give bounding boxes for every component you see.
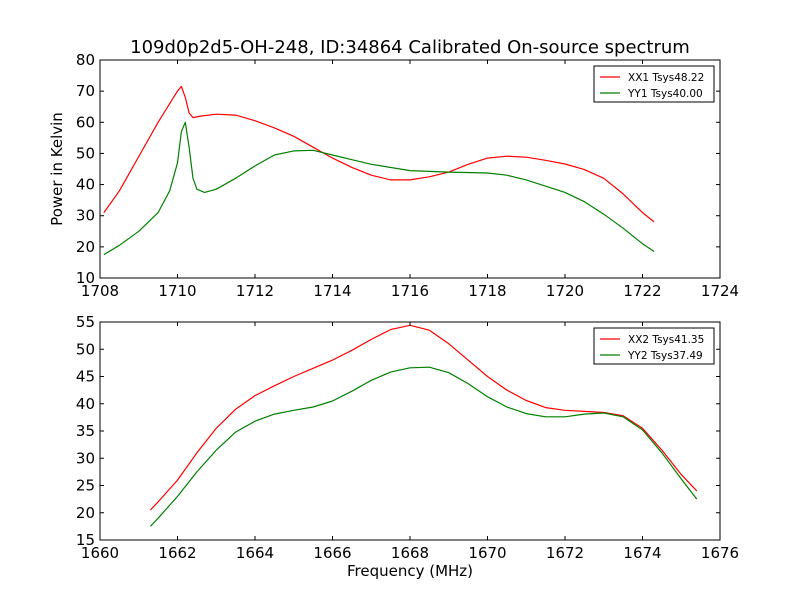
x-tick-label: 1660	[81, 544, 119, 562]
legend-box	[593, 327, 715, 365]
y-tick-label: 60	[76, 113, 95, 131]
legend: XX2 Tsys41.35 YY2 Tsys37.49	[593, 327, 715, 365]
y-tick-label: 10	[76, 269, 95, 287]
y-tick-label: 40	[76, 176, 95, 194]
x-tick-label: 1668	[391, 544, 429, 562]
x-tick-label: 1662	[158, 544, 196, 562]
y-tick-label: 55	[76, 313, 95, 331]
legend-label: YY2 Tsys37.49	[627, 350, 703, 362]
x-tick-label: 1712	[236, 282, 274, 300]
chart-title: 109d0p2d5-OH-248, ID:34864 Calibrated On…	[130, 37, 690, 58]
y-tick-label: 25	[76, 477, 95, 495]
y-tick-label: 35	[76, 422, 95, 440]
x-tick-label: 1720	[546, 282, 584, 300]
y-tick-label: 15	[76, 531, 95, 549]
series-line-yy	[149, 366, 698, 527]
y-tick-label: 30	[76, 207, 95, 225]
x-tick-label: 1676	[701, 544, 739, 562]
x-tick-label: 1718	[468, 282, 506, 300]
legend: XX1 Tsys48.22 YY1 Tsys40.00	[593, 65, 715, 103]
y-tick-label: 50	[76, 144, 95, 162]
x-tick-label: 1724	[701, 282, 739, 300]
y-tick-label: 45	[76, 368, 95, 386]
x-tick-label: 1672	[546, 544, 584, 562]
y-tick-label: 70	[76, 82, 95, 100]
legend-label: XX1 Tsys48.22	[628, 72, 704, 84]
bottom-spectrum-panel: 1660 1662 1664 1666 1668 1670 1672 1674 1676 15 20…	[76, 313, 739, 580]
y-tick-label: 20	[76, 504, 95, 522]
top-spectrum-panel: 1708 1710 1712 1714 1716 1718 1720 1722 1724 10 20…	[48, 51, 739, 300]
x-axis-label: Frequency (MHz)	[347, 562, 473, 580]
y-axis-label: Power in Kelvin	[48, 112, 66, 226]
series-line-yy	[103, 121, 655, 256]
legend-box	[593, 65, 715, 103]
x-tick-label: 1716	[391, 282, 429, 300]
x-tick-label: 1666	[313, 544, 351, 562]
y-tick-label: 30	[76, 449, 95, 467]
x-tick-label: 1714	[313, 282, 351, 300]
x-tick-label: 1674	[623, 544, 661, 562]
x-tick-label: 1670	[468, 544, 506, 562]
x-tick-label: 1710	[158, 282, 196, 300]
y-tick-label: 80	[76, 51, 95, 69]
series-line-xx	[103, 85, 655, 223]
legend-label: XX2 Tsys41.35	[628, 334, 704, 346]
y-tick-label: 40	[76, 395, 95, 413]
x-tick-label: 1708	[81, 282, 119, 300]
y-tick-label: 50	[76, 340, 95, 358]
x-tick-label: 1664	[236, 544, 274, 562]
x-tick-label: 1722	[623, 282, 661, 300]
legend-label: YY1 Tsys40.00	[627, 88, 703, 100]
y-tick-label: 20	[76, 238, 95, 256]
